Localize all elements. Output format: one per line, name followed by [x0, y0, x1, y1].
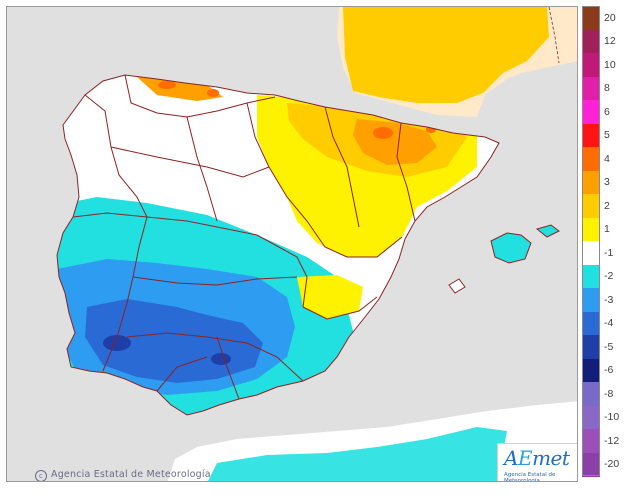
ibiza-island: [448, 278, 466, 294]
legend-swatch: [582, 217, 600, 242]
legend-label: 3: [604, 176, 610, 189]
mallorca-island: [490, 232, 532, 264]
map-canvas: [56, 7, 577, 481]
legend-label: 1: [604, 223, 610, 236]
legend-swatch: [582, 358, 600, 383]
aemet-logo-subtitle: Agencia Estatal de Meteorología: [504, 472, 556, 482]
legend-label: 4: [604, 152, 610, 165]
legend-swatch: [582, 100, 600, 124]
legend-swatch: [582, 170, 600, 195]
color-legend: 20 12 10 8 6 5 4 3 2 1 -1 -2 -3 -4 -5 -6 -8 -10 -12 -20: [582, 6, 628, 477]
legend-label: -8: [604, 387, 614, 400]
legend-swatch: [582, 288, 600, 312]
legend-swatch: [582, 194, 600, 218]
legend-label: 12: [604, 35, 616, 48]
menorca-island: [535, 224, 560, 238]
copyright-note: c Agencia Estatal de Meteorología: [35, 469, 211, 481]
anomaly-map: c Agencia Estatal de Meteorología AEmet A…: [6, 6, 578, 482]
legend-swatch: [582, 335, 600, 359]
legend-swatch: [582, 241, 600, 265]
legend-swatch: [582, 264, 600, 289]
legend-swatch: [582, 382, 600, 406]
legend-label: 2: [604, 199, 610, 212]
legend-label: 8: [604, 82, 610, 95]
legend-label: -3: [604, 293, 614, 306]
aemet-logo: AEmet Agencia Estatal de Meteorología: [497, 443, 577, 482]
legend-label: -2: [604, 270, 614, 283]
legend-swatch: [582, 29, 600, 54]
legend-label: -20: [604, 458, 620, 471]
legend-swatch: [582, 452, 600, 477]
region-borders: [56, 74, 500, 416]
legend-label: 6: [604, 105, 610, 118]
legend-label: -4: [604, 317, 614, 330]
legend-swatch: [582, 6, 600, 30]
france-border: [548, 7, 560, 64]
legend-swatch: [582, 429, 600, 453]
legend-swatch: [582, 123, 600, 148]
legend-swatch: [582, 311, 600, 336]
legend-label: -10: [604, 411, 620, 424]
france-warm-area: [343, 7, 549, 103]
aemet-logo-word: AEmet: [504, 446, 570, 470]
legend-label: 10: [604, 58, 616, 71]
legend-label: 5: [604, 129, 610, 142]
legend-label: -5: [604, 340, 614, 353]
copyright-icon: c: [35, 470, 47, 481]
legend-label: 20: [604, 11, 616, 24]
legend-swatch: [582, 405, 600, 430]
legend-swatch: [582, 147, 600, 171]
legend-label: -1: [604, 246, 614, 259]
legend-swatch: [582, 53, 600, 77]
legend-swatch: [582, 76, 600, 101]
legend-label: -12: [604, 434, 620, 447]
legend-label: -6: [604, 364, 614, 377]
copyright-text: Agencia Estatal de Meteorología: [51, 469, 211, 480]
africa-cold-band: [208, 427, 507, 481]
